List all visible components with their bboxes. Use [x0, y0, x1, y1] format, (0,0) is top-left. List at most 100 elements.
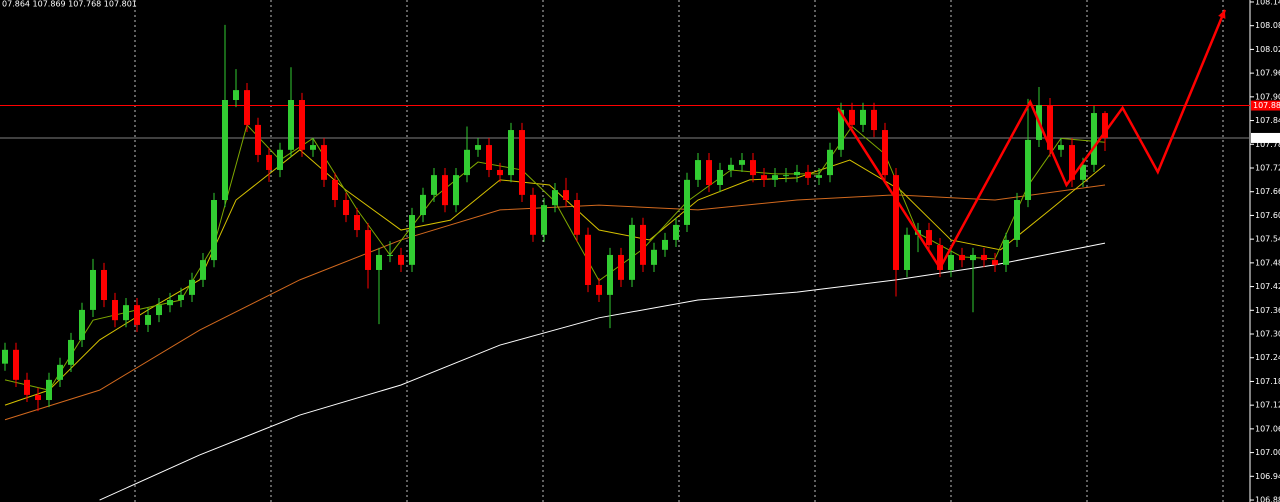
candle-body — [233, 90, 239, 101]
candle-body — [959, 254, 965, 261]
candle-body — [508, 130, 514, 176]
moving-average — [4, 184, 1106, 421]
candle-body — [871, 109, 877, 131]
candle-body — [937, 245, 943, 270]
candle-body — [68, 339, 74, 365]
candle-body — [409, 215, 415, 265]
candle-body — [464, 149, 470, 176]
candle-body — [772, 175, 778, 180]
candle-body — [948, 254, 954, 270]
y-tick-label: 107.665 — [1255, 187, 1280, 196]
candle-body — [1102, 113, 1108, 138]
price-label-box — [1251, 100, 1280, 111]
candle-body — [860, 109, 866, 125]
moving-average — [4, 149, 1106, 406]
candle-body — [530, 194, 536, 235]
ohlc-header: 07.864 107.869 107.768 107.801 — [2, 0, 137, 9]
candle-body — [992, 260, 998, 265]
candle-body — [541, 205, 547, 235]
candle-body — [134, 305, 140, 325]
candle-body — [893, 175, 899, 270]
candle-body — [563, 190, 569, 201]
candle-body — [761, 175, 767, 180]
y-tick-label: 107.365 — [1255, 306, 1280, 315]
candle-body — [640, 224, 646, 265]
candle-body — [596, 284, 602, 295]
candle-body — [145, 315, 151, 325]
candle-body — [1047, 105, 1053, 150]
candle-body — [783, 175, 789, 177]
candle-body — [189, 279, 195, 295]
candle-body — [277, 149, 283, 170]
candle-body — [794, 171, 800, 176]
candle-body — [673, 224, 679, 240]
candle-body — [398, 254, 404, 265]
moving-average — [99, 242, 1106, 501]
y-tick-label: 107.545 — [1255, 235, 1280, 244]
y-tick-label: 107.785 — [1255, 140, 1280, 149]
candle-body — [112, 300, 118, 321]
candle-body — [1003, 239, 1009, 265]
candle-body — [618, 254, 624, 280]
candle-body — [167, 300, 173, 306]
y-tick-label: 108.025 — [1255, 45, 1280, 54]
y-tick-label: 107.965 — [1255, 69, 1280, 78]
candle-body — [244, 90, 250, 125]
y-tick-label: 108.085 — [1255, 21, 1280, 30]
candle-body — [431, 175, 437, 195]
candle-body — [750, 160, 756, 176]
candle-body — [684, 179, 690, 225]
candle-body — [1080, 164, 1086, 180]
y-tick-label: 107.905 — [1255, 92, 1280, 101]
y-tick-label: 107.725 — [1255, 163, 1280, 172]
candle-body — [13, 349, 19, 380]
candle-body — [552, 190, 558, 206]
y-tick-label: 107.425 — [1255, 282, 1280, 291]
candle-body — [266, 154, 272, 170]
candle-body — [706, 160, 712, 185]
candle-body — [200, 260, 206, 280]
y-tick-label: 107.485 — [1255, 258, 1280, 267]
candle-body — [816, 175, 822, 178]
candle-body — [365, 230, 371, 270]
candle-body — [255, 124, 261, 155]
candle-body — [926, 230, 932, 246]
candle-body — [838, 109, 844, 150]
candle-body — [882, 130, 888, 176]
candle-body — [321, 145, 327, 180]
candle-body — [629, 224, 635, 280]
candle-body — [981, 254, 987, 261]
price-label-box — [1251, 132, 1280, 143]
candle-body — [453, 175, 459, 206]
candle-body — [1025, 139, 1031, 201]
candle-body — [717, 169, 723, 185]
candle-body — [90, 269, 96, 310]
candle-body — [332, 179, 338, 201]
candle-body — [222, 100, 228, 201]
candle-body — [1014, 200, 1020, 240]
candle-body — [211, 200, 217, 261]
candle-body — [442, 175, 448, 206]
candle-body — [57, 364, 63, 380]
y-tick-label: 107.845 — [1255, 116, 1280, 125]
candle-body — [1058, 145, 1064, 150]
candle-body — [904, 234, 910, 270]
candle-body — [35, 394, 41, 401]
candle-body — [651, 249, 657, 265]
candle-body — [376, 254, 382, 270]
candle-body — [486, 145, 492, 170]
candle-body — [970, 254, 976, 261]
candle-body — [805, 171, 811, 178]
y-tick-label: 107.005 — [1255, 448, 1280, 457]
candle-body — [695, 160, 701, 180]
candle-body — [156, 305, 162, 316]
candle-body — [420, 194, 426, 216]
candle-body — [849, 109, 855, 125]
y-tick-label: 107.305 — [1255, 330, 1280, 339]
candle-body — [827, 149, 833, 176]
candle-body — [24, 379, 30, 395]
y-tick-label: 106.885 — [1255, 496, 1280, 502]
candle-body — [2, 349, 8, 364]
y-tick-label: 107.245 — [1255, 353, 1280, 362]
